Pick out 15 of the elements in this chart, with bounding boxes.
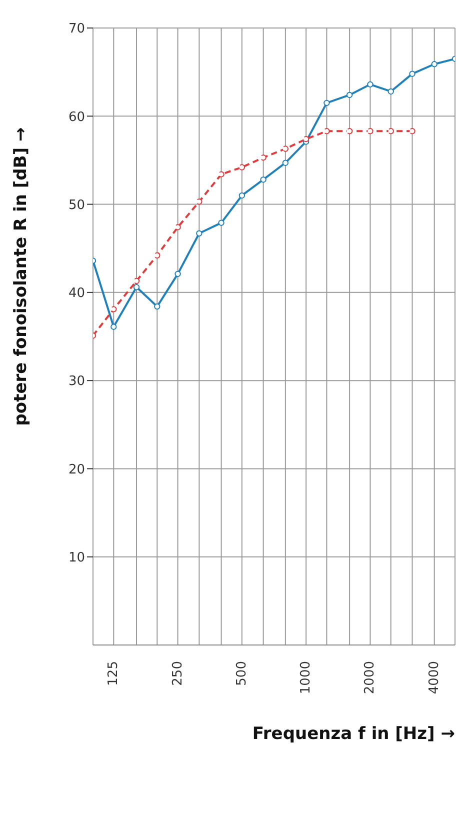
x-tick-label: 4000: [426, 661, 442, 694]
x-tick-label: 250: [170, 661, 186, 686]
x-tick-label: 1000: [298, 661, 314, 694]
y-tick-label: 50: [68, 198, 85, 213]
y-tick-label: 40: [68, 286, 85, 302]
x-tick-label: 500: [234, 661, 250, 686]
y-tick-label: 30: [68, 374, 85, 390]
y-tick-label: 20: [68, 462, 85, 478]
y-tick-label: 10: [68, 550, 85, 566]
x-axis-title: Frequenza f in [Hz] →: [252, 724, 455, 744]
y-axis-title: potere fonoisolante R in [dB] →: [11, 127, 32, 426]
y-tick-label: 60: [68, 110, 85, 125]
x-tick-label: 125: [106, 661, 122, 686]
x-tick-label: 2000: [362, 661, 378, 694]
y-tick-label: 70: [68, 22, 85, 37]
